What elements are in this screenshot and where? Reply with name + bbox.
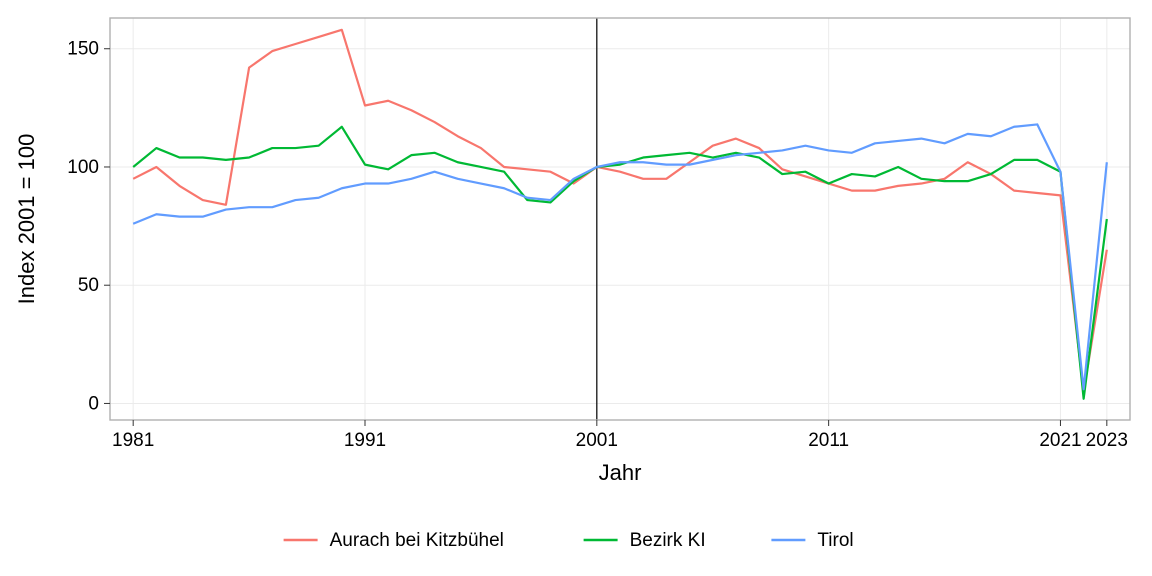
- y-axis-title: Index 2001 = 100: [14, 134, 39, 305]
- x-tick-label: 2011: [808, 430, 849, 451]
- x-tick-label: 2021: [1039, 430, 1081, 451]
- legend: Aurach bei Kitzbühel Bezirk KI Tirol: [284, 530, 854, 551]
- legend-label: Aurach bei Kitzbühel: [330, 530, 504, 551]
- x-tick-label: 2023: [1086, 430, 1128, 451]
- plot-panel: [110, 18, 1130, 420]
- legend-label: Tirol: [817, 530, 853, 551]
- x-axis-title: Jahr: [599, 460, 642, 485]
- legend-item: Aurach bei Kitzbühel: [284, 530, 504, 551]
- legend-item: Bezirk KI: [584, 530, 706, 551]
- y-ticks: 0 50 100 150: [67, 39, 110, 415]
- x-ticks: 1981 1991 2001 2011 20212023: [112, 420, 1128, 451]
- legend-item: Tirol: [771, 530, 853, 551]
- y-tick-label: 100: [67, 157, 99, 178]
- y-tick-label: 0: [88, 393, 99, 414]
- x-tick-label: 1981: [112, 430, 154, 451]
- chart-svg: 0 50 100 150 1981 1991 2001 2011 20212023 Index…: [0, 0, 1152, 576]
- y-tick-label: 150: [67, 39, 99, 60]
- legend-label: Bezirk KI: [630, 530, 706, 551]
- y-tick-label: 50: [78, 275, 99, 296]
- x-tick-label: 1991: [344, 430, 386, 451]
- x-tick-label: 2001: [576, 430, 618, 451]
- index-line-chart: 0 50 100 150 1981 1991 2001 2011 20212023 Index…: [0, 0, 1152, 576]
